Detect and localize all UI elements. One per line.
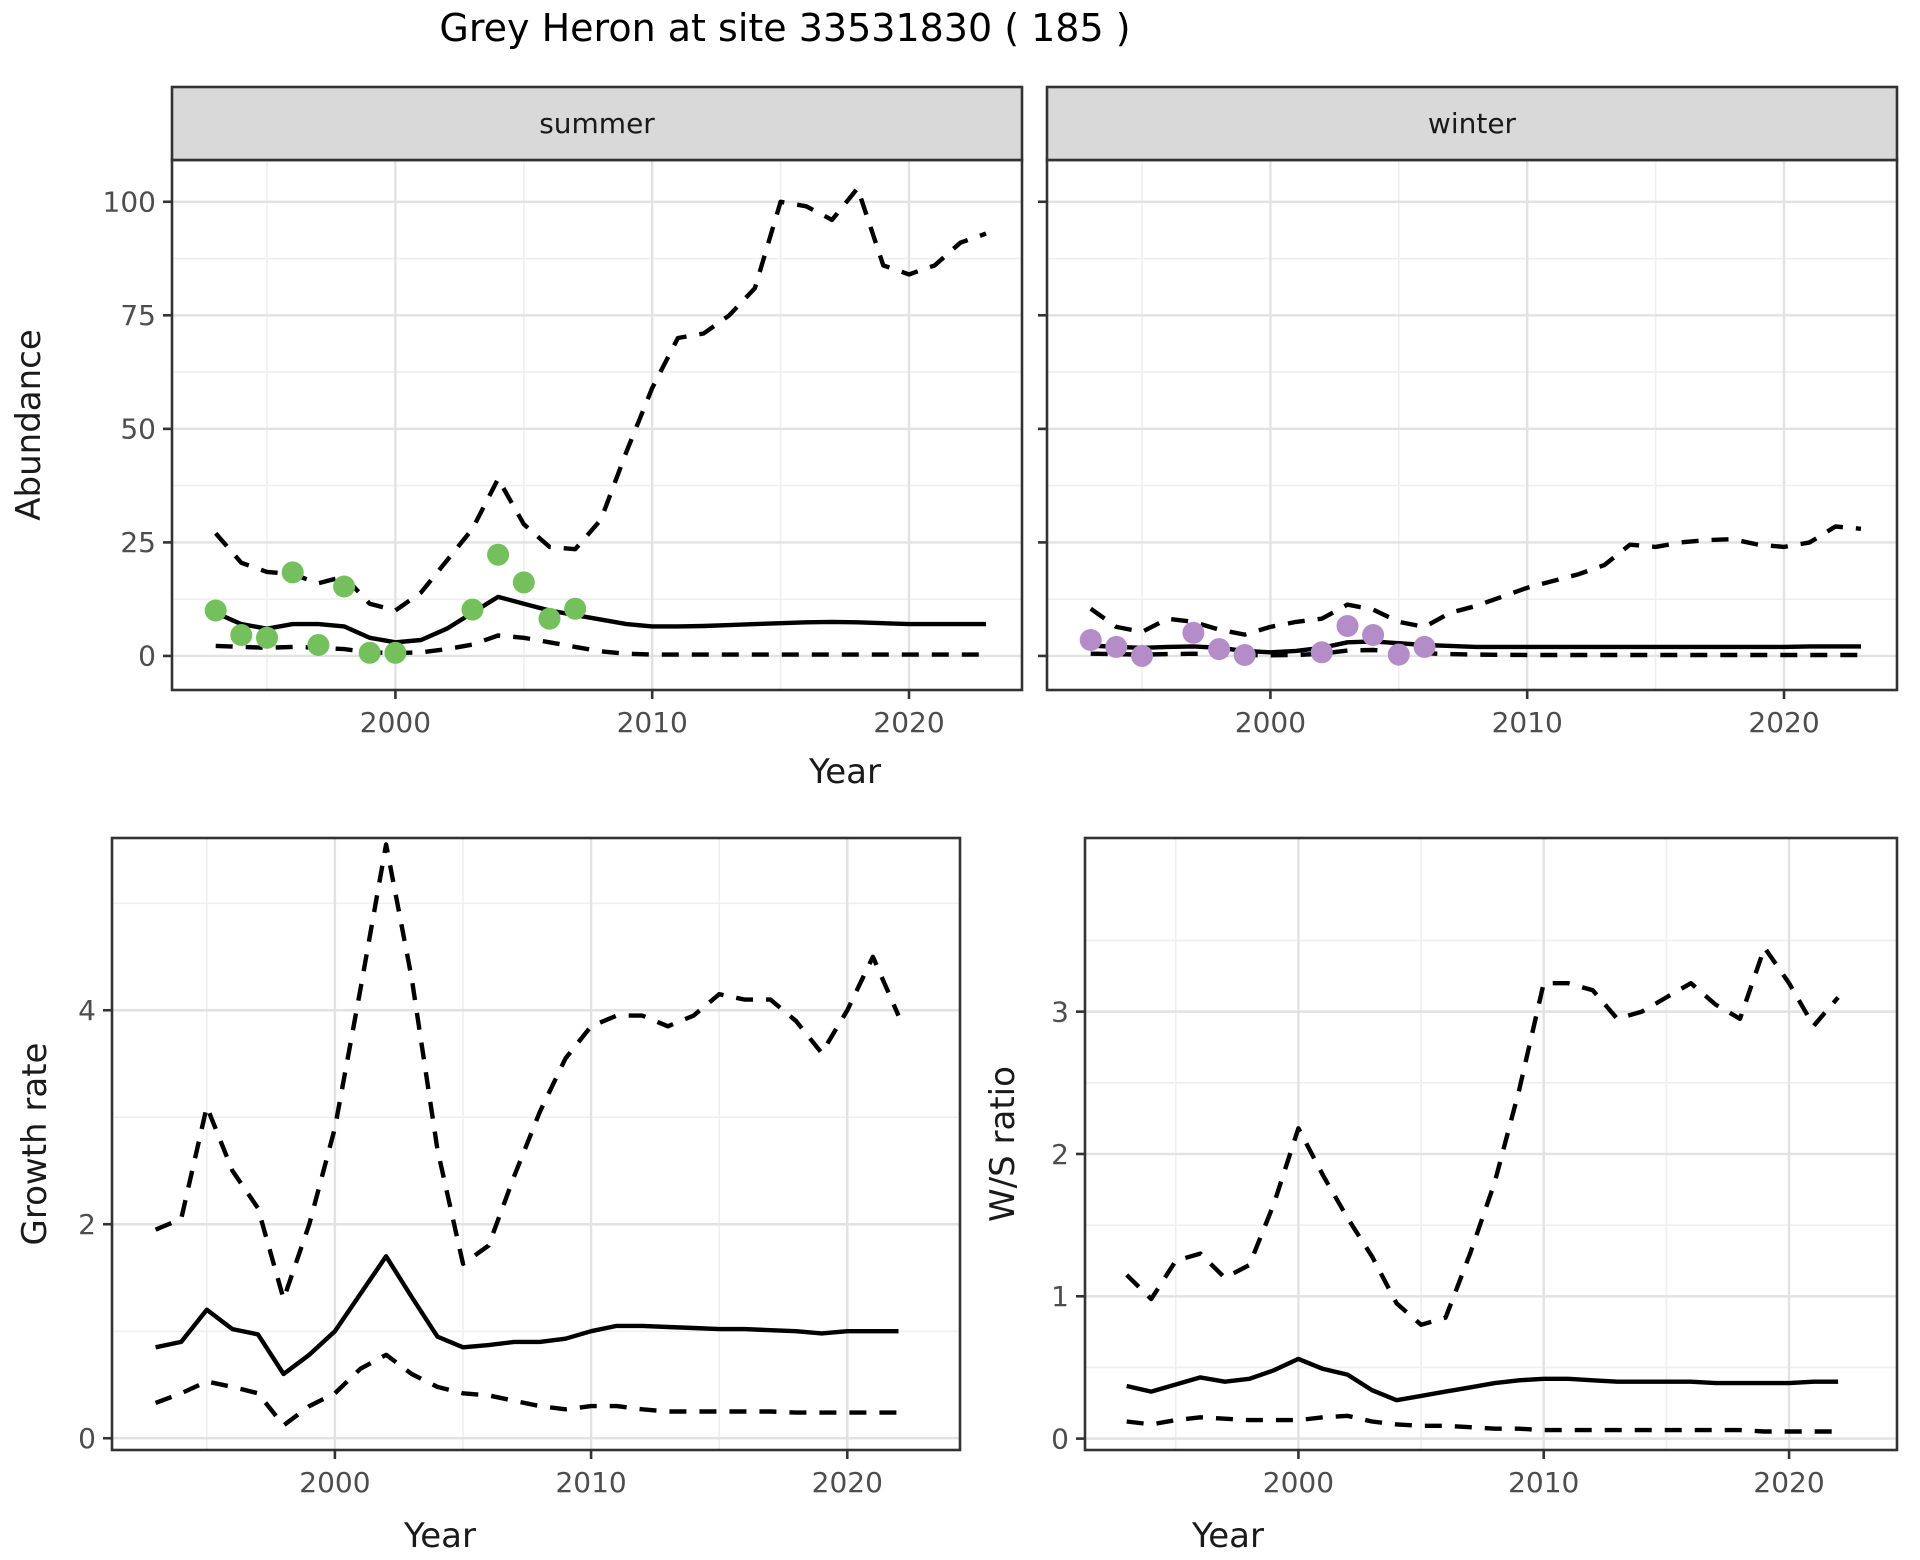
y-tick-label: 25 [120, 526, 156, 559]
observation-point [256, 626, 278, 649]
chart-title: Grey Heron at site 33531830 ( 185 ) [439, 6, 1131, 50]
winter-observations [1079, 615, 1436, 667]
y-tick-label: 1 [1051, 1280, 1069, 1313]
facet-strip-winter: winter [1045, 85, 1899, 162]
x-tick-label: 2000 [1263, 1466, 1334, 1499]
panel-border [1083, 836, 1899, 1452]
growth_rate-credible-upper-line [154, 842, 901, 1302]
observation-point [281, 561, 304, 584]
x-axis-title: Year [1191, 1516, 1264, 1556]
observation-point [461, 598, 484, 621]
facet-strip-label: winter [1428, 107, 1517, 140]
x-tick-label: 2000 [1235, 706, 1306, 739]
observation-point [1105, 635, 1128, 658]
observation-point [512, 571, 535, 594]
observation-point [538, 607, 561, 630]
panel-ws_ratio: 2000 2010 2020 0 1 2 3 W/S ratio Year [983, 836, 1899, 1556]
observation-point [487, 543, 510, 566]
summer-credible-lower-line [215, 633, 986, 657]
observation-point [1233, 644, 1256, 666]
y-tick-label: 75 [120, 299, 156, 332]
x-tick-label: 2010 [555, 1466, 626, 1499]
observation-point [1413, 635, 1436, 658]
observation-point [1336, 615, 1359, 637]
ws_ratio-fit-line [1126, 1356, 1839, 1403]
growth_rate-credible-lower-line [154, 1352, 899, 1428]
observation-point [1079, 629, 1102, 651]
y-tick-label: 4 [78, 994, 96, 1027]
summer-observations [204, 543, 587, 664]
panel-background [1085, 838, 1897, 1450]
observation-point [333, 575, 356, 598]
observation-point [1131, 644, 1153, 667]
y-tick-label: 0 [78, 1422, 96, 1455]
panel-winter: 2000 2010 2020 winter [1038, 85, 1899, 739]
grid-major [112, 838, 960, 1450]
axis-ticks: 2000 2010 2020 [1038, 200, 1820, 739]
panel-background [172, 160, 1022, 690]
x-tick-label: 2000 [360, 706, 431, 739]
growth_rate-fit-line [155, 1254, 899, 1377]
x-tick-label: 2020 [873, 706, 944, 739]
observation-point [1182, 621, 1205, 644]
x-tick-label: 2020 [812, 1466, 883, 1499]
panel-growth_rate: 2000 2010 2020 0 2 4 Growth rate Year [15, 836, 962, 1556]
x-axis-title: Year [403, 1516, 476, 1556]
y-tick-label: 2 [1051, 1138, 1069, 1171]
x-tick-label: 2000 [299, 1466, 370, 1499]
observation-point [307, 634, 330, 656]
y-tick-label: 2 [78, 1208, 96, 1241]
series-layer [1079, 524, 1862, 667]
axis-ticks: 2000 2010 2020 0 2 4 [78, 994, 883, 1499]
panel-border [110, 836, 962, 1452]
x-tick-label: 2010 [1492, 706, 1563, 739]
x-tick-label: 2010 [617, 706, 688, 739]
y-tick-label: 50 [120, 413, 156, 446]
ws_ratio-credible-upper-line [1125, 945, 1840, 1328]
panel-background [1047, 160, 1897, 690]
observation-point [1208, 638, 1231, 661]
y-tick-label: 0 [1051, 1422, 1069, 1455]
y-tick-label: 100 [103, 186, 156, 219]
axis-ticks: 2000 2010 2020 0 25 50 75 100 [103, 186, 945, 739]
observation-point [564, 597, 587, 620]
observation-point [1362, 624, 1385, 646]
x-tick-label: 2020 [1748, 706, 1819, 739]
observation-point [230, 624, 253, 646]
facet-strip-summer: summer [170, 85, 1024, 162]
x-tick-label: 2020 [1753, 1466, 1824, 1499]
y-tick-label: 0 [138, 640, 156, 673]
panel-summer: 2000 2010 2020 0 25 50 75 100 summer Abundance Yea… [9, 85, 1024, 792]
x-tick-label: 2010 [1508, 1466, 1579, 1499]
grid-minor [1047, 160, 1897, 690]
observation-point [358, 641, 381, 664]
axis-ticks: 2000 2010 2020 0 1 2 3 [1051, 995, 1825, 1499]
observation-point [204, 599, 227, 622]
grid-major [172, 160, 1022, 690]
series-layer [204, 185, 987, 664]
facet-strip-background [1045, 85, 1899, 162]
facet-strip-background [170, 85, 1024, 162]
y-axis-title: Abundance [9, 329, 49, 521]
grid-minor [172, 160, 1022, 690]
y-axis-title: W/S ratio [983, 1066, 1023, 1222]
x-axis-title: Year [808, 752, 881, 792]
facet-strip-label: summer [539, 107, 655, 140]
series-layer [1125, 945, 1840, 1434]
observation-point [1387, 643, 1410, 666]
panel-background [112, 838, 960, 1450]
summer-fit-line [214, 594, 986, 645]
observation-point [1310, 641, 1333, 664]
y-axis-title: Growth rate [15, 1043, 55, 1246]
observation-point [384, 641, 407, 664]
grid-major [1085, 838, 1897, 1450]
series-layer [154, 842, 901, 1428]
y-tick-label: 3 [1051, 995, 1069, 1028]
grid-minor [1085, 838, 1897, 1450]
